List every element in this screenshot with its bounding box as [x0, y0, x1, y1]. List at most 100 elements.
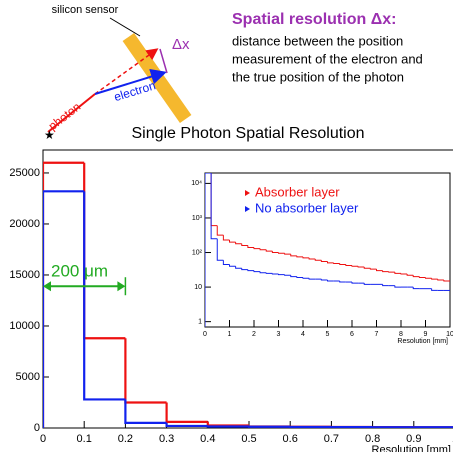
x-tick-label: 4 [301, 331, 305, 338]
y-tick-label: 20000 [9, 218, 40, 230]
histogram-step [400, 273, 408, 275]
y-tick-label: 10 [194, 284, 202, 291]
histogram-step [83, 191, 126, 401]
histogram-step [165, 422, 208, 428]
x-tick-label: 0.1 [77, 433, 92, 445]
histogram-step [253, 270, 261, 273]
x-tick-label: 0.5 [241, 433, 256, 445]
y-tick-label: 10000 [9, 320, 40, 332]
histogram-step [271, 273, 279, 275]
histogram-step [229, 240, 236, 243]
histogram-step [265, 272, 273, 274]
histogram-step [216, 238, 224, 261]
histogram-step [296, 276, 303, 278]
histogram-step [290, 254, 297, 257]
histogram-step [278, 273, 285, 276]
delta-label: Δx [172, 36, 190, 53]
histogram-step [333, 262, 340, 265]
legend-marker [245, 190, 250, 196]
histogram-step [394, 285, 401, 288]
histogram-step [259, 271, 267, 274]
sensor-label: silicon sensor [52, 4, 119, 16]
histogram-step [235, 242, 242, 245]
histogram-step [290, 275, 297, 278]
x-tick-label: 0 [203, 331, 207, 338]
histogram-step [406, 273, 414, 276]
x-tick-label: 10 [446, 331, 453, 338]
histogram-step [284, 274, 291, 276]
histogram-step [253, 247, 261, 250]
photon-line [47, 93, 96, 133]
histogram-step [327, 280, 334, 282]
electron-line [94, 68, 167, 95]
y-tick-label: 5000 [16, 371, 40, 383]
x-tick-label: 5 [326, 331, 330, 338]
diagram: ★ silicon sensor photon electron Δx Spat… [44, 4, 423, 142]
histogram-step [412, 287, 420, 290]
histogram-step [229, 264, 236, 267]
x-axis-label: Resolution [mm] [397, 338, 448, 345]
photon-label: photon [46, 100, 84, 134]
histogram-step [412, 275, 420, 278]
histogram-step [357, 266, 365, 268]
x-tick-label: 6 [350, 331, 354, 338]
histogram-step [351, 265, 359, 267]
histogram-step [43, 161, 85, 428]
histogram-step [431, 288, 438, 291]
x-tick-label: 0.6 [283, 433, 298, 445]
annotation: 200 μm [51, 262, 108, 281]
histogram-step [308, 257, 316, 260]
pointer [109, 17, 141, 37]
histogram-step [265, 249, 273, 252]
histogram-step [369, 268, 377, 270]
x-tick-label: 0.8 [365, 433, 380, 445]
x-tick-label: 3 [277, 331, 281, 338]
histogram-step [320, 260, 328, 262]
histogram-step [327, 261, 334, 264]
histogram-step [247, 245, 254, 248]
histogram-step [284, 253, 291, 255]
histogram-step [437, 279, 444, 281]
histogram-step [222, 260, 230, 266]
y-tick-label: 0 [34, 422, 40, 434]
x-tick-label: 8 [399, 331, 403, 338]
star: ★ [44, 128, 55, 142]
delta-line [159, 48, 168, 74]
histogram-step [210, 173, 218, 240]
legend-label: No absorber layer [255, 200, 359, 215]
x-tick-label: 0.3 [159, 433, 174, 445]
x-tick-label: 0.4 [200, 433, 215, 445]
histogram-step [259, 248, 267, 251]
photon-extension [94, 48, 159, 95]
histogram-step [376, 269, 383, 272]
y-tick-label: 10⁴ [191, 180, 202, 187]
histogram-step [296, 255, 303, 258]
description: the true position of the photon [232, 69, 404, 84]
y-tick-label: 1 [198, 318, 202, 325]
description: measurement of the electron and [232, 51, 423, 66]
histogram-step [339, 281, 346, 283]
x-tick-label: 1 [452, 433, 453, 445]
histogram-step [394, 272, 401, 274]
x-tick-label: 9 [424, 331, 428, 338]
histogram-step [241, 268, 248, 271]
histogram-step [235, 266, 242, 269]
chart-title: Single Photon Spatial Resolution [131, 125, 364, 142]
plot-frame [204, 172, 451, 328]
histogram-step [431, 278, 438, 280]
histogram-step [314, 258, 322, 261]
histogram-step [206, 425, 249, 428]
histogram-step [241, 243, 248, 246]
histogram-step [388, 271, 395, 273]
histogram-step [363, 283, 371, 285]
series-group [43, 161, 453, 428]
histogram-step [278, 252, 285, 254]
y-tick-label: 15000 [9, 269, 40, 281]
y-tick-label: 25000 [9, 167, 40, 179]
histogram-step [124, 399, 167, 424]
histogram-step [418, 276, 426, 278]
description: distance between the position [232, 33, 403, 48]
x-tick-label: 0 [40, 433, 46, 445]
x-tick-label: 0.2 [118, 433, 133, 445]
